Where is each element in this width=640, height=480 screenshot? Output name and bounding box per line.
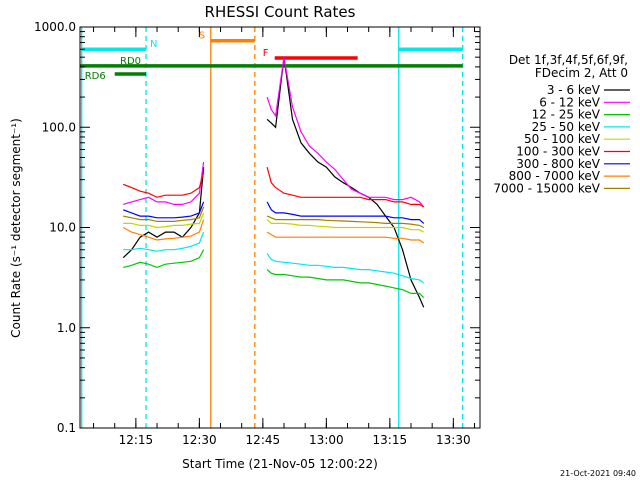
y-tick-label: 1000.0	[34, 20, 76, 34]
y-tick-label: 0.1	[57, 421, 76, 435]
data-line	[123, 212, 424, 233]
data-line	[123, 206, 424, 229]
y-tick-label: 10.0	[49, 221, 76, 235]
x-axis-label: Start Time (21-Nov-05 12:00:22)	[182, 457, 378, 471]
data-line	[122, 201, 425, 224]
x-tick-label: 13:00	[309, 433, 344, 447]
flag-label: N	[150, 39, 157, 50]
flag-label: F	[263, 48, 269, 59]
legend-header: FDecim 2, Att 0	[535, 66, 628, 80]
legend-label: 800 - 7000 keV	[509, 169, 601, 183]
legend-header: Det 1f,3f,4f,5f,6f,9f,	[509, 53, 628, 67]
flag-label: RD6	[85, 71, 106, 82]
flag-label: S	[199, 31, 205, 42]
x-tick-label: 13:15	[373, 433, 408, 447]
x-tick-label: 12:30	[182, 433, 217, 447]
chart-title: RHESSI Count Rates	[205, 3, 356, 21]
legend-label: 100 - 300 keV	[516, 145, 600, 159]
data-line	[122, 166, 425, 208]
legend-label: 300 - 800 keV	[516, 157, 600, 171]
footer: 21-Oct-2021 09:40	[560, 469, 636, 478]
legend-label: 3 - 6 keV	[547, 83, 601, 97]
legend-label: 7000 - 15000 keV	[493, 181, 600, 195]
x-tick-label: 12:45	[246, 433, 281, 447]
x-tick-label: 13:30	[436, 433, 471, 447]
legend-label: 25 - 50 keV	[532, 120, 601, 134]
legend-label: 50 - 100 keV	[524, 132, 601, 146]
y-tick-label: 100.0	[42, 120, 76, 134]
data-line	[123, 231, 425, 284]
data-line	[122, 219, 425, 244]
data-line	[123, 249, 425, 299]
x-tick-label: 12:15	[119, 433, 154, 447]
data-line	[123, 57, 425, 208]
legend-label: 12 - 25 keV	[532, 108, 601, 122]
legend-label: 6 - 12 keV	[539, 95, 601, 109]
y-axis-label: Count Rate (s⁻¹ detector segment⁻¹)	[9, 118, 23, 338]
data-line	[122, 57, 425, 308]
y-tick-label: 1.0	[57, 321, 76, 335]
flag-label: RD0	[120, 56, 141, 67]
